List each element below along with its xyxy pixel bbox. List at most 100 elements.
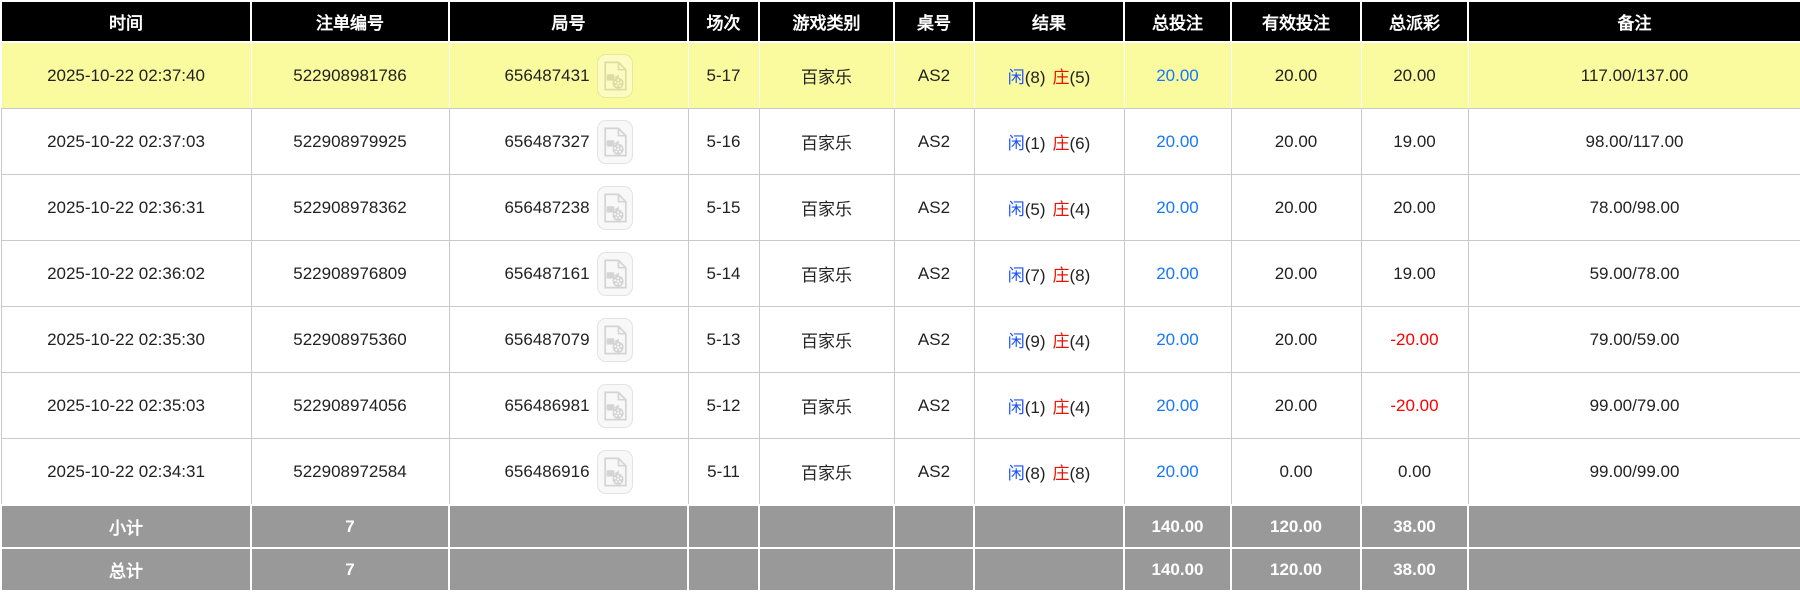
grand-total-label: 总计 — [0, 547, 252, 592]
bet-id-cell: 522908979925 — [250, 108, 450, 175]
round-id: 656487079 — [504, 329, 590, 349]
banker-score: (8) — [1069, 464, 1091, 483]
player-label: 闲 — [1007, 68, 1025, 87]
round-id: 656486981 — [504, 395, 590, 415]
session-cell: 5-16 — [687, 108, 760, 175]
table-no-cell: AS2 — [893, 41, 975, 109]
total-payout-cell: 19.00 — [1360, 108, 1469, 175]
empty-cell — [973, 547, 1125, 592]
video-file-icon — [603, 61, 627, 90]
result-cell: 闲(7) 庄(8) — [973, 240, 1125, 307]
video-replay-button[interactable] — [596, 251, 633, 296]
banker-score: (8) — [1069, 266, 1091, 285]
banker-label: 庄 — [1052, 266, 1070, 285]
player-label: 闲 — [1007, 266, 1025, 285]
player-score: (8) — [1024, 68, 1046, 87]
grand-total-row: 总计 7 140.00 120.00 38.00 — [0, 547, 1800, 592]
banker-score: (4) — [1069, 398, 1091, 417]
session-cell: 5-14 — [687, 240, 760, 307]
video-replay-button[interactable] — [596, 53, 633, 98]
bet-records-table: 时间 注单编号 局号 场次 游戏类别 桌号 结果 总投注 有效投注 总派彩 备注… — [0, 0, 1800, 592]
valid-bet-cell: 20.00 — [1230, 108, 1362, 175]
table-no-cell: AS2 — [893, 306, 975, 373]
bet-id-cell: 522908976809 — [250, 240, 450, 307]
time-cell: 2025-10-22 02:36:31 — [0, 174, 252, 241]
player-score: (1) — [1024, 134, 1046, 153]
round-id-cell: 656487238 — [448, 174, 689, 241]
subtotal-total-bet: 140.00 — [1123, 504, 1232, 549]
header-game-type: 游戏类别 — [758, 0, 895, 43]
subtotal-label: 小计 — [0, 504, 252, 549]
table-no-cell: AS2 — [893, 438, 975, 506]
table-row[interactable]: 2025-10-22 02:36:31 522908978362 656487238… — [0, 174, 1800, 241]
round-id-cell: 656486981 — [448, 372, 689, 439]
header-session: 场次 — [687, 0, 760, 43]
remark-cell: 79.00/59.00 — [1467, 306, 1800, 373]
player-label: 闲 — [1007, 200, 1025, 219]
time-cell: 2025-10-22 02:37:40 — [0, 41, 252, 109]
player-score: (1) — [1024, 398, 1046, 417]
banker-label: 庄 — [1052, 398, 1070, 417]
player-label: 闲 — [1007, 464, 1025, 483]
result-cell: 闲(1) 庄(4) — [973, 372, 1125, 439]
total-payout-cell: -20.00 — [1360, 372, 1469, 439]
bet-id-cell: 522908975360 — [250, 306, 450, 373]
table-row[interactable]: 2025-10-22 02:36:02 522908976809 656487161… — [0, 240, 1800, 307]
video-file-icon — [603, 457, 627, 486]
session-cell: 5-11 — [687, 438, 760, 506]
valid-bet-cell: 20.00 — [1230, 372, 1362, 439]
table-row[interactable]: 2025-10-22 02:37:03 522908979925 656487327… — [0, 108, 1800, 175]
video-replay-button[interactable] — [596, 119, 633, 164]
table-row[interactable]: 2025-10-22 02:37:40 522908981786 656487431… — [0, 41, 1800, 109]
player-label: 闲 — [1007, 332, 1025, 351]
player-score: (7) — [1024, 266, 1046, 285]
time-cell: 2025-10-22 02:36:02 — [0, 240, 252, 307]
player-label: 闲 — [1007, 398, 1025, 417]
valid-bet-cell: 20.00 — [1230, 240, 1362, 307]
round-id: 656486916 — [504, 461, 590, 481]
result-cell: 闲(9) 庄(4) — [973, 306, 1125, 373]
video-file-icon — [603, 259, 627, 288]
table-row[interactable]: 2025-10-22 02:35:03 522908974056 656486981… — [0, 372, 1800, 439]
player-label: 闲 — [1007, 134, 1025, 153]
banker-score: (5) — [1069, 68, 1091, 87]
video-file-icon — [603, 193, 627, 222]
game-type-cell: 百家乐 — [758, 240, 895, 307]
total-payout-cell: 19.00 — [1360, 240, 1469, 307]
table-row[interactable]: 2025-10-22 02:34:31 522908972584 656486916… — [0, 438, 1800, 506]
header-total-payout: 总派彩 — [1360, 0, 1469, 43]
bet-id-cell: 522908972584 — [250, 438, 450, 506]
video-replay-button[interactable] — [596, 185, 633, 230]
round-id-cell: 656487431 — [448, 41, 689, 109]
banker-label: 庄 — [1052, 464, 1070, 483]
remark-cell: 99.00/99.00 — [1467, 438, 1800, 506]
header-total-bet: 总投注 — [1123, 0, 1232, 43]
total-bet-cell: 20.00 — [1123, 108, 1232, 175]
video-replay-button[interactable] — [596, 317, 633, 362]
player-score: (5) — [1024, 200, 1046, 219]
total-payout-cell: 20.00 — [1360, 41, 1469, 109]
table-no-cell: AS2 — [893, 174, 975, 241]
header-bet-id: 注单编号 — [250, 0, 450, 43]
subtotal-valid-bet: 120.00 — [1230, 504, 1362, 549]
round-id: 656487431 — [504, 65, 590, 85]
grand-total-total-payout: 38.00 — [1360, 547, 1469, 592]
header-round-id: 局号 — [448, 0, 689, 43]
game-type-cell: 百家乐 — [758, 372, 895, 439]
valid-bet-cell: 20.00 — [1230, 306, 1362, 373]
valid-bet-cell: 20.00 — [1230, 41, 1362, 109]
result-cell: 闲(8) 庄(8) — [973, 438, 1125, 506]
remark-cell: 98.00/117.00 — [1467, 108, 1800, 175]
total-bet-cell: 20.00 — [1123, 240, 1232, 307]
video-replay-button[interactable] — [596, 383, 633, 428]
banker-score: (4) — [1069, 200, 1091, 219]
round-id: 656487238 — [504, 197, 590, 217]
header-result: 结果 — [973, 0, 1125, 43]
video-replay-button[interactable] — [596, 449, 633, 494]
round-id: 656487327 — [504, 131, 590, 151]
session-cell: 5-15 — [687, 174, 760, 241]
remark-cell: 78.00/98.00 — [1467, 174, 1800, 241]
time-cell: 2025-10-22 02:35:30 — [0, 306, 252, 373]
table-row[interactable]: 2025-10-22 02:35:30 522908975360 656487079… — [0, 306, 1800, 373]
bet-id-cell: 522908978362 — [250, 174, 450, 241]
